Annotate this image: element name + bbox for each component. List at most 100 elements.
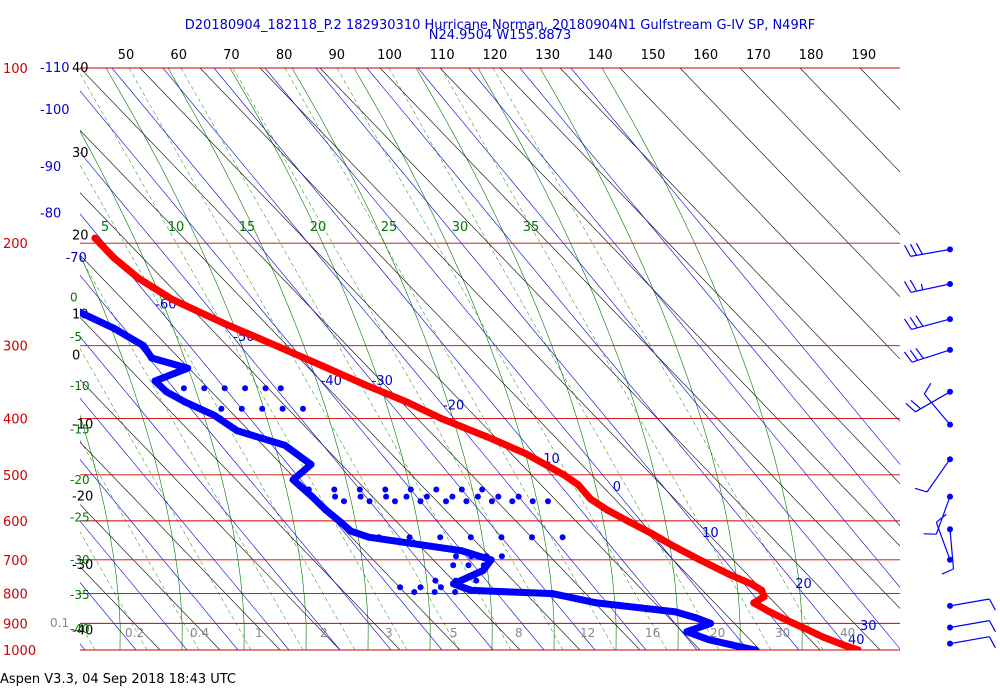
dewpoint-scatter-point xyxy=(453,553,459,560)
isotherm xyxy=(468,68,900,588)
dry-adiabat xyxy=(619,68,900,360)
top-tick-label: 150 xyxy=(641,48,666,63)
dewpoint-trace-point xyxy=(365,533,373,541)
dewpoint-scatter-point xyxy=(529,534,535,541)
dewpoint-scatter-point xyxy=(305,486,312,493)
dewpoint-scatter-point xyxy=(242,385,249,392)
moist-adiabat xyxy=(477,68,679,650)
dry-adiabat xyxy=(980,68,1000,650)
dewpoint-scatter-point xyxy=(300,405,306,412)
wind-barb-shaft xyxy=(949,598,990,607)
moist-adiabat xyxy=(80,254,183,650)
top-tick-label: 60 xyxy=(170,48,187,63)
dewpoint-trace-point xyxy=(210,411,218,419)
pressure-tick-label: 500 xyxy=(3,469,28,484)
theta-label: 15 xyxy=(239,220,256,235)
isotherm xyxy=(366,68,851,650)
mixing-ratio-line xyxy=(492,68,824,650)
dewpoint-scatter-point xyxy=(473,577,480,584)
dry-adiabat xyxy=(439,68,900,547)
moist-adiabat-label: -5 xyxy=(70,330,82,344)
dewpoint-scatter-point xyxy=(407,486,414,493)
mixing-ratio-label: 0.4 xyxy=(190,626,209,640)
dewpoint-scatter-point xyxy=(411,589,418,595)
dewpoint-scatter-point xyxy=(218,405,225,412)
wind-barb-flag xyxy=(905,402,916,413)
dry-adiabat xyxy=(920,68,1000,650)
moist-adiabat-label: -10 xyxy=(70,379,90,393)
mixing-ratio-label: 1 xyxy=(255,626,263,640)
dewpoint-scatter-point xyxy=(221,385,228,392)
dewpoint-scatter-point xyxy=(201,385,208,392)
moist-adiabat-label: 0 xyxy=(70,291,78,305)
pressure-tick-label: 900 xyxy=(3,617,28,632)
wind-barb-shaft xyxy=(926,458,951,493)
dry-adiabat xyxy=(679,68,900,298)
mixing-ratio-line xyxy=(232,68,564,650)
mixing-ratio-label: 2 xyxy=(320,626,328,640)
pressure-tick-label: 1000 xyxy=(3,644,36,659)
pressure-tick-label: 200 xyxy=(3,237,28,252)
dewpoint-trace-point xyxy=(289,476,297,484)
dewpoint-scatter-point xyxy=(376,534,382,541)
isotherm xyxy=(519,68,900,527)
top-tick-label: 50 xyxy=(118,48,135,63)
dry-adiabat xyxy=(199,68,761,650)
dewpoint-scatter-point xyxy=(431,589,438,595)
dry-adiabat xyxy=(739,68,900,235)
top-tick-label: 190 xyxy=(851,48,876,63)
moist-adiabat-label: -40 xyxy=(70,622,90,636)
temperature-trace-point xyxy=(747,580,755,588)
wind-barb-flag xyxy=(988,636,996,649)
temperature-trace-point xyxy=(91,234,99,242)
dewpoint-scatter-point xyxy=(433,486,440,493)
mixing-ratio-line xyxy=(128,68,460,650)
temperature-trace-point xyxy=(783,617,791,624)
temperature-trace-point xyxy=(560,471,568,479)
mixing-ratio-label: 16 xyxy=(645,626,660,640)
sounding-profiles xyxy=(80,234,862,650)
temperature-trace-point xyxy=(574,481,582,489)
dewpoint-trace-point xyxy=(163,388,170,396)
wind-barb-flag xyxy=(915,347,924,359)
temperature-trace-point xyxy=(750,599,758,607)
dry-adiabat xyxy=(799,68,900,173)
temperature-trace-point xyxy=(760,593,768,601)
dewpoint-trace-point xyxy=(110,324,118,332)
mixing-ratio-line xyxy=(80,72,408,650)
wind-barb-flag xyxy=(903,351,913,363)
dewpoint-scatter-point xyxy=(480,562,487,569)
dewpoint-scatter-point xyxy=(437,534,444,541)
mixing-ratio-label: 40 xyxy=(840,626,855,640)
moist-adiabat xyxy=(601,68,803,650)
dewpoint-trace-point xyxy=(347,527,355,535)
chart-title: D20180904_182118_P.2 182930310 Hurricane… xyxy=(185,18,815,33)
mixing-ratio-line xyxy=(336,68,668,650)
temperature-trace-point xyxy=(819,633,827,641)
dewpoint-scatter-point xyxy=(452,577,459,584)
footer-version: Aspen V3.3, 04 Sep 2018 18:43 UTC xyxy=(0,672,236,687)
pressure-tick-label: 800 xyxy=(3,588,28,603)
wind-barb-shaft xyxy=(911,318,951,330)
dewpoint-scatter-point xyxy=(279,405,286,412)
temperature-trace-point xyxy=(668,541,675,549)
wind-barb-shaft xyxy=(923,393,951,425)
isotherm xyxy=(570,68,900,465)
dewpoint-scatter-point xyxy=(515,493,522,500)
dewpoint-scatter-point xyxy=(529,498,536,505)
height-label: 20 xyxy=(72,229,89,244)
dewpoint-scatter-point xyxy=(262,385,269,392)
top-tick-label: 130 xyxy=(535,48,560,63)
wind-barb-flag xyxy=(988,620,996,632)
isotherm xyxy=(213,68,698,650)
moist-adiabat xyxy=(415,68,617,650)
dewpoint-trace-point xyxy=(487,556,495,564)
mixing-ratio-line xyxy=(284,68,616,650)
dewpoint-scatter-point xyxy=(432,577,439,584)
wind-barb-flag xyxy=(903,281,912,293)
temperature-trace-point xyxy=(169,296,177,304)
dewpoint-trace-point xyxy=(752,646,760,650)
dewpoint-scatter-point xyxy=(437,584,444,591)
isotherm xyxy=(264,68,749,650)
